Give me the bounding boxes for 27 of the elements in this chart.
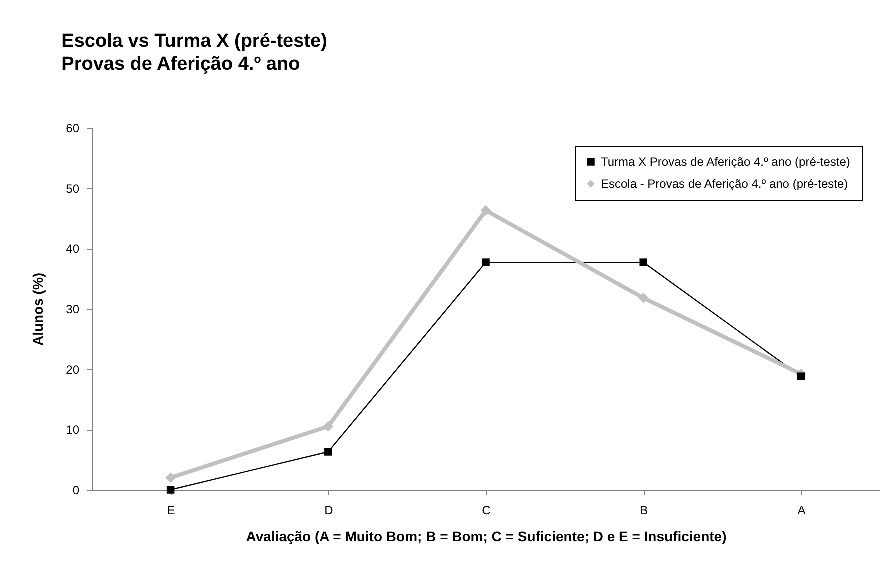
point	[638, 292, 649, 304]
chart-subtitle: Provas de Aferição 4.º ano	[62, 54, 300, 75]
x-tick-label: C	[482, 504, 492, 518]
y-tick-label: 20	[66, 362, 80, 377]
y-tick-label: 40	[66, 242, 80, 256]
y-tick-label: 30	[66, 302, 80, 316]
x-axis-title: Avaliação (A = Muito Bom; B = Bom; C = Suficiente; D e E = Insuficiente)	[246, 528, 727, 544]
legend-label: Turma X Provas de Aferição 4.º ano (pré-teste)	[601, 155, 850, 169]
point	[166, 472, 176, 484]
y-axis-title: Alunos (%)	[30, 272, 46, 346]
point	[482, 258, 490, 266]
point	[797, 372, 806, 380]
y-tick-label: 50	[66, 182, 80, 196]
x-tick-label: B	[640, 504, 648, 518]
x-tick-label: D	[324, 504, 334, 518]
point	[640, 258, 648, 266]
chart-title: Escola vs Turma X (pré-teste)	[62, 31, 328, 52]
y-tick-label: 60	[66, 122, 80, 136]
point	[323, 421, 334, 432]
x-tick-label: A	[798, 504, 806, 518]
point	[324, 448, 332, 456]
x-tick-label: E	[167, 504, 176, 518]
point	[480, 205, 492, 216]
point	[166, 486, 175, 494]
y-tick-label: 10	[66, 423, 80, 438]
y-tick-label: 0	[72, 484, 80, 498]
legend-label: Escola - Provas de Aferição 4.º ano (pré-teste)	[601, 177, 848, 191]
